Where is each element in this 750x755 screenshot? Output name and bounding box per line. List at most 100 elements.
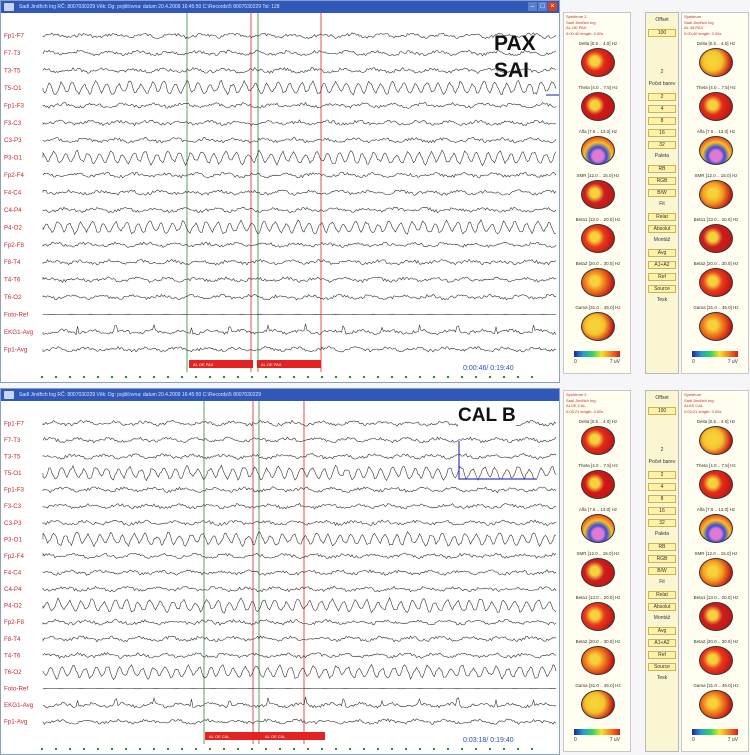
topographic-map[interactable] [699,92,733,121]
patient-name: Sadl Jindřich Ing [566,19,596,25]
topographic-map[interactable] [699,136,733,165]
color-count-option[interactable]: 32 [648,141,676,149]
topographic-map[interactable] [581,180,615,209]
band-label: Alfa [7.5 .. 13.0] Hz [696,129,736,134]
color-count-option[interactable]: 16 [648,129,676,137]
scale-max: 7 uV [609,737,620,743]
fit-option[interactable]: Absolut [648,225,676,233]
montage-option[interactable]: Ref [648,273,676,281]
topographic-map[interactable] [581,92,615,121]
title-bar[interactable]: Sadl Jindřich Ing RČ: 8007030229 Věk: Dg… [1,1,559,13]
scale-dot [391,376,393,378]
topographic-map[interactable] [699,646,733,675]
scale-dot [125,748,127,750]
fit-option[interactable]: Absolut [648,603,676,611]
topographic-map[interactable] [581,646,615,675]
topographic-map[interactable] [581,426,615,455]
topographic-map[interactable] [699,426,733,455]
topographic-map[interactable] [581,136,615,165]
color-count-option[interactable]: 8 [648,117,676,125]
palette-option[interactable]: RB [648,543,676,551]
panel-title: Spektrum [684,14,702,19]
fit-option[interactable]: Relat [648,591,676,599]
montage-option[interactable]: Ref [648,651,676,659]
color-count-option[interactable]: 4 [648,105,676,113]
offset-value[interactable]: 100 [648,407,676,415]
palette-option[interactable]: RGB [648,555,676,563]
channel-label: Fp1-F7 [4,33,25,40]
montage-option[interactable]: Source [648,663,676,671]
minimize-icon[interactable]: – [528,2,537,11]
palette-option[interactable]: B/W [648,567,676,575]
scale-dot [139,748,141,750]
eeg-trace [42,171,557,179]
topographic-map[interactable] [699,514,733,543]
eeg-trace-area[interactable]: Fp1-F7 F7-T3 T3-T5 T5-O1 Fp1-F3 F3-C3 C3-P3 P3-… [1,13,559,382]
channel-label: C3-P3 [4,520,22,527]
fit-label: Fit [659,579,665,585]
channel-label: EKG1-Avg [4,702,34,709]
color-count-option[interactable]: 16 [648,507,676,515]
topographic-map[interactable] [581,690,615,719]
offset-value[interactable]: 100 [648,29,676,37]
eeg-trace [42,552,557,560]
patient-name: Sadl Jindřich Ing [684,397,714,403]
topographic-map[interactable] [699,180,733,209]
scale-dot [489,376,491,378]
scale-dot [503,376,505,378]
channel-label: EKG1-Avg [4,329,34,336]
color-count-option[interactable]: 4 [648,483,676,491]
close-icon[interactable]: × [548,2,557,11]
eeg-traces-top[interactable]: Fp1-F7 F7-T3 T3-T5 T5-O1 Fp1-F3 F3-C3 C3-P3 P3-… [1,13,560,383]
color-count-option[interactable]: 8 [648,495,676,503]
color-count-option[interactable]: 2 [648,93,676,101]
eeg-trace [42,219,557,236]
montage-option[interactable]: Avg [648,627,676,635]
eeg-trace-area[interactable]: Fp1-F7 F7-T3 T3-T5 T5-O1 Fp1-F3 F3-C3 C3-P3 P3-… [1,401,559,754]
topographic-map[interactable] [581,224,615,253]
topographic-map[interactable] [699,602,733,631]
montage-option[interactable]: A1+A2 [648,261,676,269]
topographic-map[interactable] [699,268,733,297]
maximize-icon[interactable]: □ [538,2,547,11]
topographic-map[interactable] [699,224,733,253]
topographic-map[interactable] [581,514,615,543]
topographic-map[interactable] [699,470,733,499]
topographic-map[interactable] [581,558,615,587]
title-bar[interactable]: Sadl Jindřich Ing RČ: 8007030229 Věk: Dg… [1,389,559,401]
topographic-map[interactable] [581,48,615,77]
palette-option[interactable]: RGB [648,177,676,185]
scale-dot [349,376,351,378]
color-count-option[interactable]: 32 [648,519,676,527]
band-label: Beta2 [20.0 .. 30.0] Hz [575,261,621,266]
topographic-map[interactable] [581,268,615,297]
fit-option[interactable]: Relat [648,213,676,221]
scale-dot [475,376,477,378]
topographic-map[interactable] [699,312,733,341]
eeg-window-bottom[interactable]: Sadl Jindřich Ing RČ: 8007030229 Věk: Dg… [0,388,560,755]
montage-option[interactable]: Source [648,285,676,293]
topographic-map[interactable] [581,312,615,341]
topographic-map[interactable] [699,48,733,77]
palette-option[interactable]: B/W [648,189,676,197]
eeg-trace [42,189,557,196]
event-marker [189,360,253,368]
montage-option[interactable]: Avg [648,249,676,257]
color-count-option[interactable]: 2 [648,471,676,479]
topographic-map[interactable] [581,470,615,499]
scale-dot [223,748,225,750]
channel-label: P4-O2 [4,603,22,610]
channel-label: Fp1-Avg [4,719,28,726]
band-label: Delta [0.5 .. 4.0] Hz [578,419,618,424]
color-scale-bar [574,729,620,735]
montage-option[interactable]: A1+A2 [648,639,676,647]
eeg-window-top[interactable]: Sadl Jindřich Ing RČ: 8007030229 Věk: Dg… [0,0,560,383]
scale-dot [265,748,267,750]
channel-label: F4-C4 [4,570,22,577]
topographic-map[interactable] [699,558,733,587]
eeg-traces-bottom[interactable]: Fp1-F7 F7-T3 T3-T5 T5-O1 Fp1-F3 F3-C3 C3-P3 P3-… [1,401,560,755]
eeg-trace [42,618,557,626]
palette-option[interactable]: RB [648,165,676,173]
topographic-map[interactable] [699,690,733,719]
topographic-map[interactable] [581,602,615,631]
